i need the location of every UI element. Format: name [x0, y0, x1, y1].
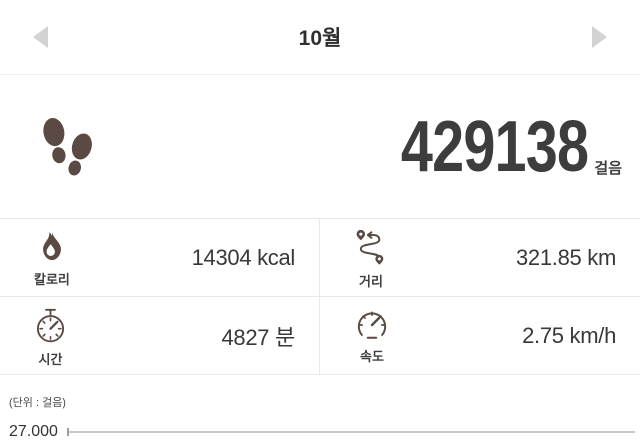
stat-label-time: 시간 — [38, 351, 63, 367]
stat-cell-distance: 거리 321.85 km — [320, 219, 640, 297]
stats-grid: 칼로리 14304 kcal 거리 321.85 km — [0, 218, 640, 375]
steps-value: 429138 — [400, 106, 589, 187]
chevron-right-icon[interactable] — [592, 26, 607, 48]
stat-value-speed: 2.75 km/h — [522, 322, 616, 348]
chart-axis-top-label: 27.000 — [9, 423, 58, 440]
chart-gridline — [66, 428, 635, 436]
stat-value-time: 4827 분 — [221, 324, 296, 350]
month-title: 10월 — [298, 27, 342, 50]
speedometer-icon — [357, 311, 387, 339]
steps-summary: 429138 걸음 — [0, 75, 640, 218]
stat-value-distance: 321.85 km — [515, 244, 616, 270]
route-icon — [356, 229, 384, 265]
stat-cell-calories: 칼로리 14304 kcal — [0, 219, 320, 297]
stat-label-calories: 칼로리 — [34, 272, 70, 287]
stopwatch-icon — [36, 308, 65, 342]
steps-unit: 걸음 — [594, 159, 622, 177]
steps-chart-header: (단위 : 걸음) 27.000 — [0, 375, 640, 440]
stat-cell-time: 시간 4827 분 — [0, 297, 320, 374]
stat-label-distance: 거리 — [359, 274, 383, 289]
month-navigator: 10월 — [0, 0, 640, 75]
stat-cell-speed: 속도 2.75 km/h — [320, 297, 640, 374]
flame-icon — [43, 231, 61, 261]
chart-axis-row: 27.000 — [9, 424, 640, 440]
chart-unit-note: (단위 : 걸음) — [9, 397, 66, 409]
stat-value-calories: 14304 kcal — [191, 244, 296, 270]
footprints-icon — [43, 117, 92, 175]
chevron-left-icon[interactable] — [33, 26, 48, 48]
stat-label-speed: 속도 — [360, 349, 384, 364]
